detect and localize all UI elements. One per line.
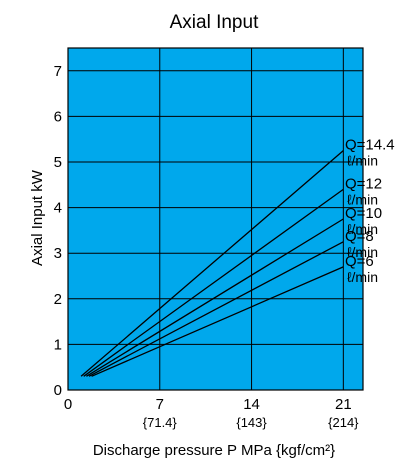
legend-series-unit: ℓ/min bbox=[347, 153, 378, 169]
series-layer bbox=[80, 150, 344, 377]
ticks-layer: 0 1 2 3 4 5 6 7 0 7 {71.4} 14 {143} 21 {214} bbox=[54, 63, 360, 430]
y-tick-label: 2 bbox=[54, 291, 62, 308]
legend-series-name: Q=10 bbox=[345, 205, 382, 222]
y-axis-label: Axial Input kW bbox=[29, 169, 46, 266]
legend-series-unit: ℓ/min bbox=[347, 244, 378, 260]
legend-layer: Q=14.4ℓ/minQ=12ℓ/minQ=10ℓ/minQ=8ℓ/minQ=6… bbox=[345, 137, 395, 285]
y-tick-label: 4 bbox=[54, 200, 62, 217]
x-axis-label: Discharge pressure P MPa {kgf/cm²} bbox=[93, 442, 335, 459]
y-tick-label: 5 bbox=[54, 154, 62, 171]
y-tick-label: 6 bbox=[54, 108, 62, 125]
x-tick-alt-label: {214} bbox=[328, 415, 359, 430]
series-line bbox=[83, 188, 344, 377]
legend-series-name: Q=14.4 bbox=[345, 137, 395, 154]
x-tick-label: 7 bbox=[156, 396, 164, 413]
x-tick-alt-label: {71.4} bbox=[143, 415, 178, 430]
legend-series-unit: ℓ/min bbox=[347, 269, 378, 285]
legend-series-name: Q=12 bbox=[345, 175, 382, 192]
x-tick-label: 0 bbox=[64, 396, 72, 413]
chart-title: Axial Input bbox=[170, 12, 259, 33]
legend-series-name: Q=6 bbox=[345, 253, 374, 270]
legend-series-unit: ℓ/min bbox=[347, 191, 378, 207]
legend-series-unit: ℓ/min bbox=[347, 221, 378, 237]
legend-series-name: Q=8 bbox=[345, 228, 374, 245]
y-tick-label: 1 bbox=[54, 336, 62, 353]
series-line bbox=[86, 218, 344, 377]
series-line bbox=[91, 266, 344, 377]
x-tick-label: 14 bbox=[243, 396, 260, 413]
x-tick-label: 21 bbox=[335, 396, 352, 413]
y-tick-label: 3 bbox=[54, 245, 62, 262]
y-tick-label: 0 bbox=[54, 382, 62, 399]
series-line bbox=[88, 241, 344, 377]
x-tick-alt-label: {143} bbox=[236, 415, 267, 430]
series-line bbox=[80, 150, 344, 377]
y-tick-label: 7 bbox=[54, 63, 62, 80]
plot-area bbox=[67, 47, 364, 391]
